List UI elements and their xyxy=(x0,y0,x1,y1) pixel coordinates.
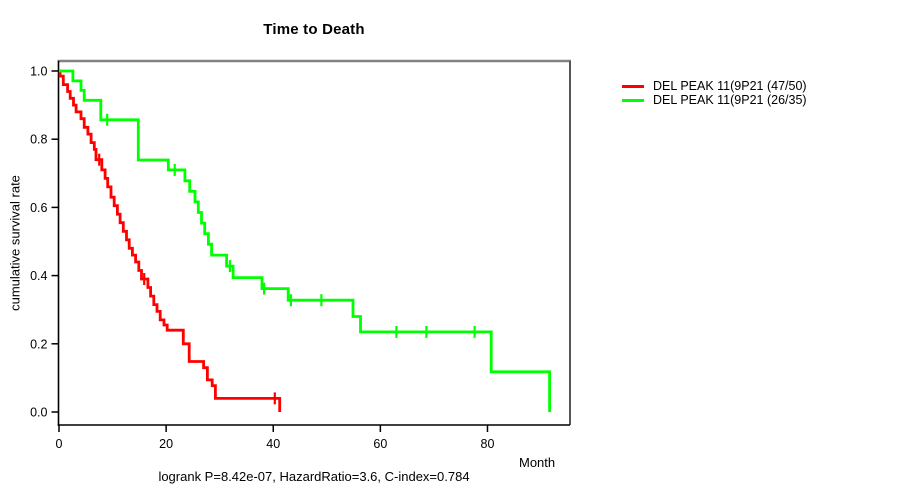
x-tick-label: 0 xyxy=(56,437,63,451)
x-tick-label: 60 xyxy=(373,437,387,451)
chart-title: Time to Death xyxy=(263,21,365,38)
stats-caption: logrank P=8.42e-07, HazardRatio=3.6, C-i… xyxy=(158,469,470,484)
y-tick-label: 1.0 xyxy=(30,65,47,79)
legend-label-red: DEL PEAK 11(9P21 (47/50) xyxy=(653,79,807,93)
y-tick-label: 0.2 xyxy=(30,337,47,351)
y-tick-label: 0.0 xyxy=(30,406,47,420)
legend-row-red: DEL PEAK 11(9P21 (47/50) xyxy=(622,79,807,93)
survival-curve-red xyxy=(58,69,282,412)
x-tick-label: 20 xyxy=(159,437,173,451)
y-tick-label: 0.8 xyxy=(30,133,47,147)
x-axis-label: Month xyxy=(519,455,556,470)
x-tick-label: 40 xyxy=(266,437,280,451)
legend: DEL PEAK 11(9P21 (47/50) DEL PEAK 11(9P2… xyxy=(622,79,807,107)
y-tick-label: 0.6 xyxy=(30,201,47,215)
legend-row-green: DEL PEAK 11(9P21 (26/35) xyxy=(622,93,807,107)
legend-line-red xyxy=(622,84,644,88)
survival-curve-green xyxy=(59,69,551,412)
x-tick-label: 80 xyxy=(481,437,495,451)
legend-line-green xyxy=(622,98,644,102)
y-tick-label: 0.4 xyxy=(30,269,47,283)
legend-label-green: DEL PEAK 11(9P21 (26/35) xyxy=(653,93,807,107)
